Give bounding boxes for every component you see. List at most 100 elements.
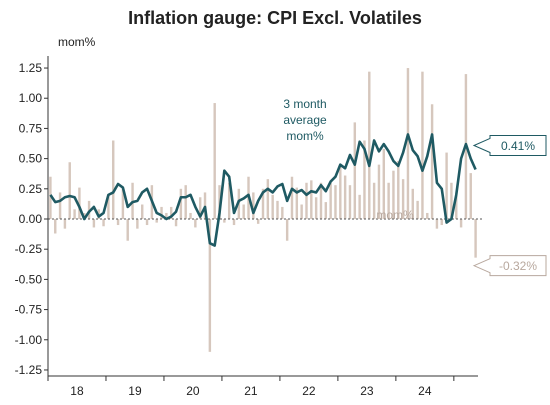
bar bbox=[242, 204, 245, 219]
bar bbox=[305, 182, 308, 219]
bar bbox=[397, 161, 400, 219]
bar bbox=[165, 212, 168, 219]
y-tick-label: -1.00 bbox=[15, 333, 43, 347]
bar bbox=[227, 182, 231, 219]
bar bbox=[314, 197, 318, 219]
x-tick-label: 21 bbox=[244, 384, 258, 398]
y-tick-label: 1.25 bbox=[19, 61, 43, 75]
bar bbox=[382, 148, 385, 219]
bar bbox=[116, 219, 120, 226]
bar bbox=[179, 188, 183, 219]
bar bbox=[300, 204, 303, 219]
x-tick-label: 24 bbox=[418, 384, 432, 398]
y-axis-unit-label: mom% bbox=[58, 35, 96, 49]
bar bbox=[421, 71, 424, 219]
bar bbox=[469, 173, 472, 219]
bar bbox=[285, 219, 289, 241]
bar bbox=[445, 152, 448, 219]
callout-box bbox=[472, 255, 547, 277]
y-tick-label: -0.25 bbox=[15, 242, 43, 256]
bar bbox=[411, 188, 414, 219]
bar bbox=[223, 219, 226, 223]
bar bbox=[459, 219, 463, 228]
bar bbox=[406, 68, 410, 219]
line-annotation-text: 3 month bbox=[283, 97, 326, 111]
bar bbox=[92, 219, 96, 228]
bar bbox=[310, 180, 313, 219]
bar bbox=[184, 185, 187, 219]
bar bbox=[136, 219, 139, 229]
bar bbox=[189, 212, 192, 219]
bar bbox=[353, 122, 357, 219]
bar bbox=[440, 219, 443, 226]
bar bbox=[194, 219, 197, 228]
bar bbox=[155, 219, 158, 223]
bar bbox=[281, 206, 284, 219]
bar bbox=[435, 219, 439, 229]
bar bbox=[339, 164, 342, 219]
bar bbox=[334, 185, 337, 219]
chart-title: Inflation gauge: CPI Excl. Volatiles bbox=[128, 8, 422, 28]
bar-series-annotation: mom% bbox=[376, 208, 414, 222]
line-series-annotation: 3 month average mom% bbox=[283, 97, 327, 143]
bar bbox=[78, 187, 81, 219]
bar bbox=[290, 176, 294, 219]
line-annotation-text: mom% bbox=[286, 129, 324, 143]
bar bbox=[450, 182, 453, 219]
bar bbox=[198, 197, 202, 219]
x-tick-label: 22 bbox=[302, 384, 316, 398]
callout-box bbox=[472, 134, 547, 156]
average-line-series bbox=[49, 133, 477, 247]
bar bbox=[387, 182, 390, 219]
bar bbox=[319, 182, 323, 219]
bar bbox=[455, 194, 458, 219]
bar bbox=[271, 194, 274, 219]
bar bbox=[401, 179, 405, 219]
bar bbox=[102, 219, 105, 227]
bar bbox=[160, 206, 163, 219]
last-line-value-callout: 0.41% bbox=[472, 134, 547, 156]
y-tick-label: -1.25 bbox=[15, 363, 43, 377]
bar bbox=[430, 104, 434, 219]
bar bbox=[208, 219, 212, 352]
y-tick-label: -0.50 bbox=[15, 272, 43, 286]
bar bbox=[126, 219, 129, 241]
bar bbox=[54, 219, 57, 234]
bar bbox=[276, 200, 279, 219]
x-tick-label: 23 bbox=[360, 384, 374, 398]
last-bar-value-callout: -0.32% bbox=[472, 255, 547, 277]
y-tick-label: 0.75 bbox=[19, 121, 43, 135]
bar bbox=[329, 182, 332, 219]
bar bbox=[49, 176, 52, 219]
bar bbox=[392, 170, 395, 219]
x-tick-label: 20 bbox=[186, 384, 200, 398]
bar bbox=[58, 192, 62, 219]
bar bbox=[266, 179, 270, 219]
bar bbox=[426, 212, 429, 219]
y-axis-ticks: 1.25 1.00 0.75 0.50 0.25 0.00 -0.25 -0.50 -0.75 -… bbox=[15, 61, 48, 377]
bar bbox=[213, 103, 216, 219]
bar bbox=[112, 140, 115, 219]
bar bbox=[416, 200, 419, 219]
callout-value: 0.41% bbox=[501, 139, 535, 153]
bar bbox=[107, 194, 110, 219]
bar bbox=[295, 187, 299, 219]
y-tick-label: 0.50 bbox=[19, 152, 43, 166]
bar bbox=[377, 164, 381, 219]
bar bbox=[368, 71, 371, 219]
y-tick-label: 1.00 bbox=[19, 91, 43, 105]
bar bbox=[141, 204, 144, 219]
x-axis-ticks: 18 19 20 21 22 23 24 bbox=[47, 376, 455, 398]
bar bbox=[372, 182, 376, 219]
bar bbox=[348, 185, 352, 219]
y-tick-label: 0.25 bbox=[19, 182, 43, 196]
bar bbox=[474, 219, 477, 258]
bar bbox=[256, 219, 260, 224]
y-tick-label: 0.00 bbox=[19, 212, 43, 226]
bar bbox=[252, 192, 255, 219]
bar bbox=[68, 162, 71, 219]
bar bbox=[363, 140, 366, 219]
x-tick-label: 18 bbox=[70, 384, 84, 398]
bar bbox=[169, 206, 173, 219]
